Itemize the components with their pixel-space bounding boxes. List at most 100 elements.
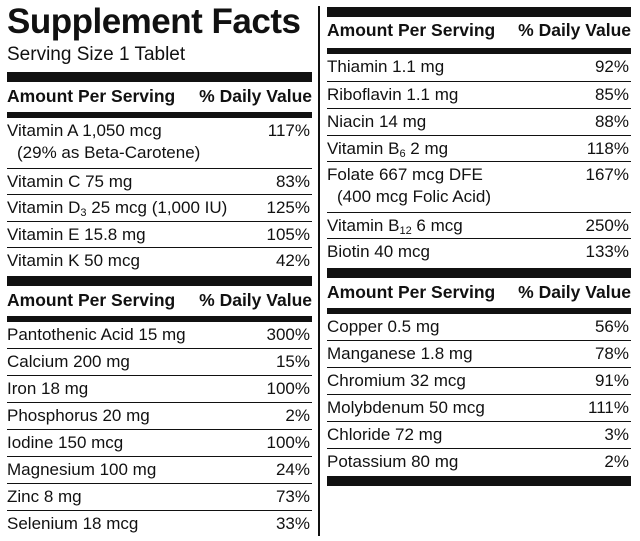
- column-divider: [318, 6, 320, 536]
- nutrient-name: Calcium 200 mg: [7, 351, 130, 373]
- header-amount: Amount Per Serving: [327, 20, 496, 40]
- nutrient-row: Phosphorus 20 mg 2%: [7, 402, 312, 429]
- nutrient-name: Riboflavin 1.1 mg: [327, 84, 458, 106]
- nutrient-name: Magnesium 100 mg: [7, 459, 156, 481]
- nutrient-row: Iron 18 mg 100%: [7, 375, 312, 402]
- nutrient-row: Vitamin D3 25 mcg (1,000 IU) 125%: [7, 194, 312, 221]
- header-amount: Amount Per Serving: [7, 290, 176, 310]
- nutrient-name: Molybdenum 50 mcg: [327, 397, 485, 419]
- divider-mid: [7, 112, 312, 118]
- section-header: Amount Per Serving % Daily Value: [327, 280, 631, 305]
- nutrient-name: Folate 667 mcg DFE (400 mcg Folic Acid): [327, 164, 491, 208]
- divider-thick: [327, 7, 631, 17]
- nutrient-name-text: Thiamin 1.1 mg: [327, 57, 445, 76]
- section-header: Amount Per Serving % Daily Value: [327, 18, 631, 43]
- left-panel: Supplement Facts Serving Size 1 Tablet A…: [7, 0, 312, 537]
- nutrient-row: Pantothenic Acid 15 mg 300%: [7, 322, 312, 348]
- nutrient-name: Vitamin K 50 mcg: [7, 250, 140, 272]
- section-header: Amount Per Serving % Daily Value: [7, 84, 312, 109]
- nutrient-name-text: Potassium 80 mg: [327, 452, 459, 471]
- nutrient-name-text: Pantothenic Acid 15 mg: [7, 325, 186, 344]
- nutrient-name-text: Niacin 14 mg: [327, 112, 427, 131]
- divider-thick: [327, 268, 631, 278]
- daily-value-percent: 88%: [594, 112, 629, 131]
- nutrient-name-text: Vitamin B: [327, 216, 400, 235]
- nutrient-name: Manganese 1.8 mg: [327, 343, 473, 365]
- nutrient-name-text: Vitamin E 15.8 mg: [7, 225, 146, 244]
- nutrient-row: Selenium 18 mcg 33%: [7, 510, 312, 537]
- header-daily-value: % Daily Value: [518, 282, 631, 302]
- nutrient-row: Riboflavin 1.1 mg 85%: [327, 81, 631, 108]
- nutrient-name-text: 6 mcg: [411, 216, 463, 235]
- right-panel: Amount Per Serving % Daily Value Thiamin…: [327, 0, 631, 486]
- nutrient-row: Vitamin C 75 mg 83%: [7, 168, 312, 194]
- nutrient-name: Vitamin C 75 mg: [7, 171, 132, 193]
- nutrient-name-text: Molybdenum 50 mcg: [327, 398, 485, 417]
- divider-mid: [7, 316, 312, 322]
- nutrient-name-text: Phosphorus 20 mg: [7, 406, 150, 425]
- nutrient-note: (400 mcg Folic Acid): [337, 187, 491, 206]
- nutrient-row: Thiamin 1.1 mg 92%: [327, 54, 631, 81]
- nutrient-name: Potassium 80 mg: [327, 451, 458, 473]
- nutrient-name: Copper 0.5 mg: [327, 316, 439, 338]
- header-daily-value: % Daily Value: [199, 290, 312, 310]
- header-amount: Amount Per Serving: [327, 282, 496, 302]
- nutrient-name-text: Manganese 1.8 mg: [327, 344, 473, 363]
- nutrient-subscript: 6: [399, 148, 406, 160]
- header-amount: Amount Per Serving: [7, 86, 176, 106]
- nutrient-row: Copper 0.5 mg 56%: [327, 314, 631, 340]
- header-daily-value: % Daily Value: [518, 20, 631, 40]
- daily-value-percent: 92%: [594, 57, 629, 76]
- daily-value-percent: 42%: [275, 251, 310, 270]
- daily-value-percent: 24%: [275, 460, 310, 479]
- daily-value-percent: 105%: [266, 225, 310, 244]
- daily-value-percent: 83%: [275, 172, 310, 191]
- nutrient-name-text: Chloride 72 mg: [327, 425, 443, 444]
- divider-thick: [7, 72, 312, 82]
- nutrient-name-text: Vitamin A 1,050 mcg: [7, 121, 162, 140]
- nutrient-row: Vitamin B12 6 mcg 250%: [327, 212, 631, 238]
- nutrient-name: Phosphorus 20 mg: [7, 405, 150, 427]
- nutrient-name: Vitamin B12 6 mcg: [327, 215, 463, 242]
- nutrient-name-text: Iron 18 mg: [7, 379, 89, 398]
- nutrient-name: Chloride 72 mg: [327, 424, 442, 446]
- daily-value-percent: 125%: [266, 198, 310, 217]
- nutrient-row: Niacin 14 mg 88%: [327, 108, 631, 135]
- daily-value-percent: 100%: [266, 379, 310, 398]
- nutrient-name-text: Vitamin C 75 mg: [7, 172, 133, 191]
- nutrient-row: Vitamin E 15.8 mg 105%: [7, 221, 312, 247]
- nutrient-name: Niacin 14 mg: [327, 111, 426, 133]
- nutrient-name: Zinc 8 mg: [7, 486, 82, 508]
- nutrient-name-text: Copper 0.5 mg: [327, 317, 440, 336]
- nutrient-row: Calcium 200 mg 15%: [7, 348, 312, 375]
- nutrient-subscript: 3: [80, 207, 87, 219]
- nutrient-name-text: Biotin 40 mcg: [327, 242, 430, 261]
- nutrient-name-text: Folate 667 mcg DFE: [327, 165, 483, 184]
- header-daily-value: % Daily Value: [199, 86, 312, 106]
- nutrient-name: Vitamin E 15.8 mg: [7, 224, 146, 246]
- nutrient-row: Zinc 8 mg 73%: [7, 483, 312, 510]
- daily-value-percent: 15%: [275, 352, 310, 371]
- section-header: Amount Per Serving % Daily Value: [7, 288, 312, 313]
- nutrient-list: Thiamin 1.1 mg 92% Riboflavin 1.1 mg 85% Nia…: [327, 54, 631, 265]
- divider-thick: [7, 276, 312, 286]
- nutrient-name-text: Vitamin B: [327, 139, 400, 158]
- nutrient-name: Pantothenic Acid 15 mg: [7, 324, 186, 346]
- daily-value-percent: 2%: [285, 406, 310, 425]
- nutrient-list: Vitamin A 1,050 mcg (29% as Beta-Carotene…: [7, 118, 312, 274]
- daily-value-percent: 111%: [588, 398, 629, 417]
- daily-value-percent: 85%: [594, 85, 629, 104]
- nutrient-name-text: Magnesium 100 mg: [7, 460, 157, 479]
- daily-value-percent: 33%: [275, 514, 310, 533]
- nutrient-name-text: Vitamin D: [7, 198, 81, 217]
- daily-value-percent: 300%: [266, 325, 310, 344]
- nutrient-name-text: Zinc 8 mg: [7, 487, 82, 506]
- daily-value-percent: 250%: [585, 216, 629, 235]
- nutrient-row: Vitamin K 50 mcg 42%: [7, 247, 312, 274]
- nutrient-name-text: Chromium 32 mcg: [327, 371, 466, 390]
- nutrient-name-text: Selenium 18 mcg: [7, 514, 139, 533]
- nutrient-row: Manganese 1.8 mg 78%: [327, 340, 631, 367]
- nutrient-row: Vitamin A 1,050 mcg (29% as Beta-Carotene…: [7, 118, 312, 168]
- nutrient-name: Biotin 40 mcg: [327, 241, 430, 263]
- divider-mid: [327, 48, 631, 54]
